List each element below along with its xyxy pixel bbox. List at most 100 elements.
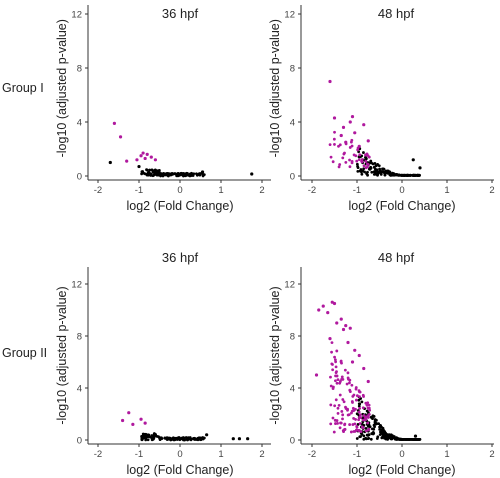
data-point-nonsig-cloud <box>367 436 371 440</box>
data-point-nonsig-cloud <box>408 173 412 177</box>
row-label-group-1: Group I <box>2 81 44 95</box>
y-tick-label: 4 <box>290 118 295 129</box>
data-point-sig-cloud <box>365 403 369 407</box>
data-point-significant <box>350 360 355 364</box>
data-point-non-significant <box>205 433 209 437</box>
data-point-nonsig-cloud <box>371 162 375 166</box>
data-point-sig-cloud <box>335 374 339 378</box>
x-tick-label: 2 <box>489 449 494 460</box>
data-point-nonsig-cloud <box>376 435 380 439</box>
data-point-sig-cloud <box>333 418 337 422</box>
data-point-sig-cloud <box>329 155 333 159</box>
data-point-nonsig-cloud <box>155 172 159 176</box>
data-point-sig-cloud <box>362 414 366 417</box>
data-point-sig-cloud <box>343 368 347 372</box>
data-point-nonsig-cloud <box>192 437 195 440</box>
x-axis-label: log2 (Fold Change) <box>348 463 455 477</box>
data-point-sig-cloud <box>355 159 359 163</box>
data-point-nonsig-cloud <box>165 436 169 440</box>
data-point-sig-cloud <box>331 160 335 164</box>
data-point-sig-cloud <box>343 423 346 427</box>
data-point-nonsig-cloud <box>358 435 362 439</box>
x-axis-label: log2 (Fold Change) <box>126 199 233 213</box>
data-point-sig-cloud <box>333 143 336 146</box>
data-point-non-significant <box>246 437 250 441</box>
data-point-sig-cloud <box>343 428 347 431</box>
data-point-sig-cloud <box>356 148 360 152</box>
data-point-nonsig-cloud <box>175 174 179 178</box>
data-point-sig-cloud <box>338 381 342 385</box>
data-point-significant <box>314 373 319 377</box>
data-point-sig-cloud <box>358 429 362 433</box>
data-point-sig-cloud <box>334 365 338 369</box>
y-axis-label: -log10 (adjusted p-value) <box>268 286 282 424</box>
data-point-nonsig-cloud <box>365 433 369 437</box>
data-point-significant <box>353 348 357 352</box>
data-point-nonsig-cloud <box>417 173 421 177</box>
panel-title-group1-36hpf: 36 hpf <box>161 6 199 21</box>
data-point-sig-cloud <box>366 416 370 419</box>
y-tick-label: 12 <box>284 280 295 291</box>
data-point-significant <box>125 159 129 163</box>
data-point-nonsig-cloud <box>377 171 381 174</box>
data-point-sig-cloud <box>349 140 353 144</box>
data-point-sig-cloud <box>358 416 361 419</box>
data-point-sig-cloud <box>330 341 334 345</box>
data-point-significant <box>326 311 330 315</box>
data-point-sig-cloud <box>333 130 336 134</box>
data-point-nonsig-cloud <box>145 168 149 172</box>
data-point-nonsig-cloud <box>141 170 145 173</box>
data-point-nonsig-cloud <box>402 173 406 177</box>
data-point-nonsig-cloud <box>368 167 372 171</box>
data-point-sig-cloud <box>346 376 350 380</box>
x-tick-label: -1 <box>135 449 143 460</box>
data-point-nonsig-cloud <box>373 425 376 429</box>
x-tick-label: -2 <box>94 449 102 460</box>
x-tick-label: -1 <box>353 185 361 196</box>
data-point-nonsig-cloud <box>372 165 376 169</box>
data-point-sig-cloud <box>347 413 351 417</box>
x-axis-label: log2 (Fold Change) <box>126 463 233 477</box>
data-point-significant <box>141 151 145 155</box>
data-point-nonsig-cloud <box>152 432 156 436</box>
data-point-nonsig-cloud <box>378 433 382 437</box>
data-point-nonsig-cloud <box>201 174 205 178</box>
data-point-sig-cloud <box>360 160 364 164</box>
data-point-nonsig-cloud <box>184 174 188 177</box>
data-point-sig-cloud <box>345 382 349 386</box>
data-point-sig-cloud <box>361 418 365 422</box>
x-tick-label: -2 <box>308 449 316 460</box>
data-point-sig-cloud <box>358 153 362 157</box>
data-point-sig-cloud <box>353 422 357 426</box>
y-tick-label: 12 <box>71 10 82 21</box>
data-point-nonsig-cloud <box>157 435 160 439</box>
y-tick-label: 4 <box>77 118 82 129</box>
data-point-sig-cloud <box>340 410 344 413</box>
data-point-sig-cloud <box>332 137 336 141</box>
y-tick-label: 0 <box>77 172 82 183</box>
data-point-sig-cloud <box>333 355 336 359</box>
data-point-sig-cloud <box>328 143 332 147</box>
data-point-significant <box>143 156 147 161</box>
row-label-group-2: Group II <box>2 346 48 360</box>
data-point-sig-cloud <box>351 406 355 410</box>
data-point-sig-cloud <box>335 349 339 353</box>
data-point-non-significant <box>200 170 205 174</box>
data-point-sig-cloud <box>357 410 361 414</box>
data-point-nonsig-cloud <box>360 170 363 174</box>
data-point-nonsig-cloud <box>174 437 178 440</box>
x-tick-label: 0 <box>177 185 182 196</box>
data-point-nonsig-cloud <box>380 428 384 432</box>
data-point-sig-cloud <box>348 158 351 162</box>
data-point-nonsig-cloud <box>189 437 193 441</box>
y-axis-label: -log10 (adjusted p-value) <box>268 19 282 157</box>
data-point-significant <box>341 327 346 332</box>
data-point-sig-cloud <box>331 416 335 420</box>
data-point-nonsig-cloud <box>372 415 376 418</box>
data-point-nonsig-cloud <box>186 172 189 175</box>
data-point-sig-cloud <box>367 155 371 159</box>
y-axis-label: -log10 (adjusted p-value) <box>55 286 69 424</box>
data-point-significant <box>112 121 116 125</box>
data-point-sig-cloud <box>355 425 359 429</box>
data-point-nonsig-cloud <box>372 172 376 176</box>
